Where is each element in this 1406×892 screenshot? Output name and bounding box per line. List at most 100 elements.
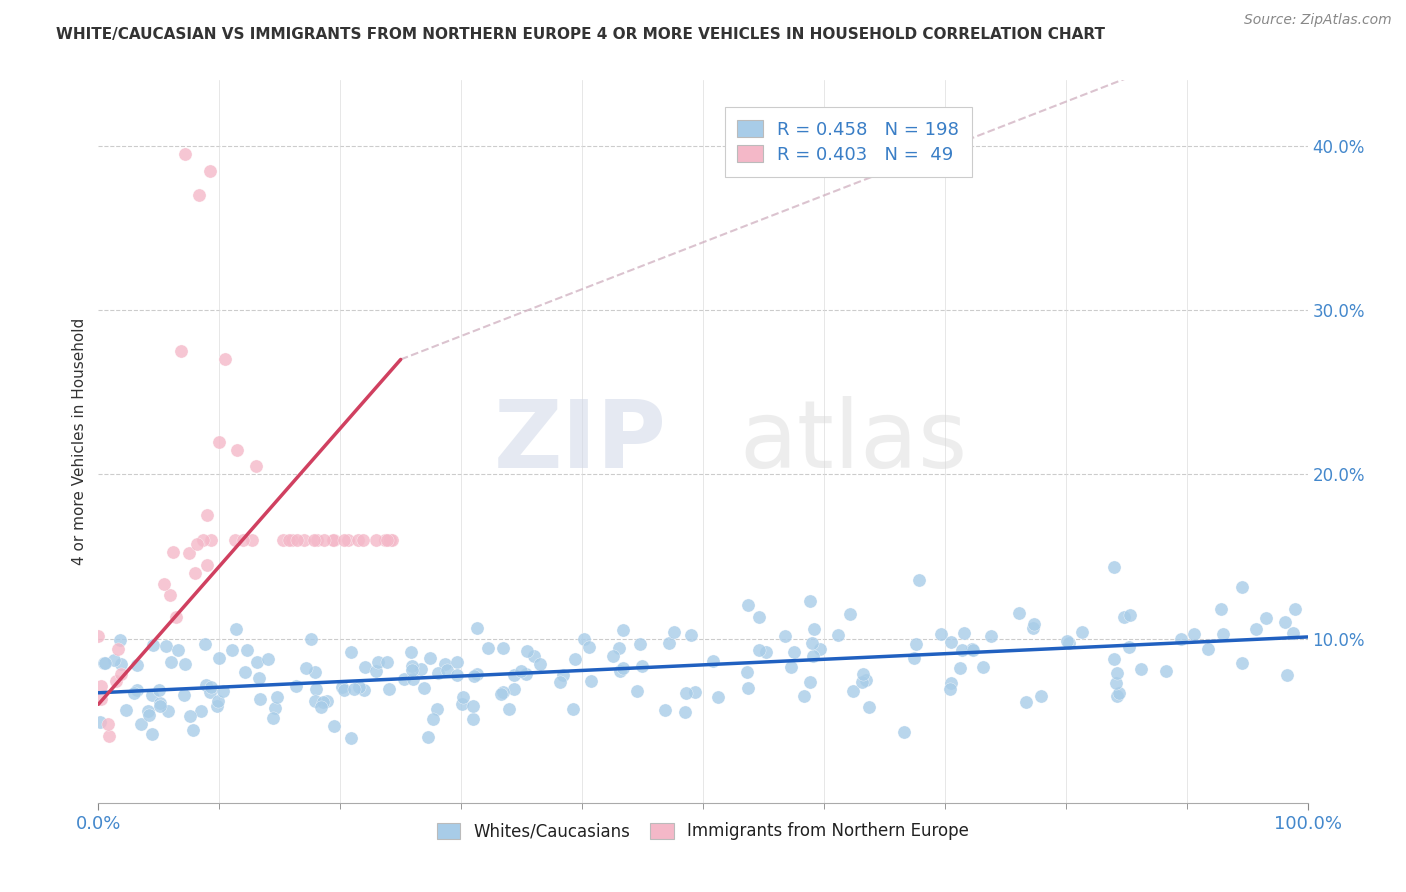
Point	[1246, 622, 1268, 636]
Point	[799, 594, 821, 608]
Y-axis label: 4 or more Vehicles in Household: 4 or more Vehicles in Household	[72, 318, 87, 566]
Point	[187, 188, 209, 202]
Point	[491, 685, 513, 699]
Point	[1105, 676, 1128, 690]
Point	[851, 675, 873, 690]
Point	[138, 708, 160, 723]
Point	[110, 657, 132, 671]
Point	[980, 629, 1002, 643]
Point	[240, 533, 263, 547]
Point	[962, 643, 984, 657]
Point	[107, 642, 129, 657]
Point	[893, 725, 915, 739]
Point	[436, 663, 458, 677]
Point	[314, 533, 336, 547]
Point	[295, 661, 318, 675]
Point	[207, 694, 229, 708]
Point	[181, 723, 204, 737]
Point	[114, 703, 136, 717]
Point	[1102, 560, 1125, 574]
Point	[838, 607, 860, 622]
Point	[950, 643, 973, 657]
Point	[352, 533, 374, 547]
Point	[148, 683, 170, 698]
Point	[529, 657, 551, 672]
Point	[195, 508, 218, 523]
Point	[262, 711, 284, 725]
Point	[316, 694, 339, 708]
Point	[1284, 602, 1306, 616]
Point	[418, 731, 440, 745]
Point	[607, 640, 630, 655]
Point	[1282, 625, 1305, 640]
Point	[167, 643, 190, 657]
Point	[207, 651, 229, 665]
Point	[194, 678, 217, 692]
Point	[285, 533, 308, 547]
Point	[125, 658, 148, 673]
Point	[127, 682, 149, 697]
Point	[658, 636, 681, 650]
Point	[707, 690, 730, 704]
Point	[367, 655, 389, 669]
Point	[221, 642, 243, 657]
Point	[793, 689, 815, 703]
Point	[225, 622, 247, 636]
Point	[333, 682, 356, 697]
Point	[465, 666, 488, 681]
Point	[1230, 656, 1253, 670]
Text: WHITE/CAUCASIAN VS IMMIGRANTS FROM NORTHERN EUROPE 4 OR MORE VEHICLES IN HOUSEHO: WHITE/CAUCASIAN VS IMMIGRANTS FROM NORTH…	[56, 27, 1105, 42]
Point	[374, 533, 396, 547]
Point	[572, 632, 595, 646]
Point	[783, 645, 806, 659]
Point	[364, 665, 387, 679]
Point	[446, 655, 468, 669]
Point	[602, 649, 624, 664]
Point	[612, 623, 634, 637]
Point	[515, 667, 537, 681]
Point	[446, 667, 468, 681]
Point	[195, 558, 218, 573]
Point	[346, 533, 368, 547]
Point	[263, 700, 285, 714]
Point	[232, 533, 254, 547]
Point	[392, 672, 415, 686]
Point	[548, 675, 571, 690]
Point	[801, 648, 824, 663]
Point	[929, 627, 952, 641]
Point	[463, 712, 485, 726]
Point	[309, 699, 332, 714]
Point	[98, 730, 121, 744]
Point	[200, 533, 222, 547]
Point	[852, 666, 875, 681]
Point	[1105, 689, 1128, 703]
Point	[249, 691, 271, 706]
Point	[194, 637, 217, 651]
Point	[162, 545, 184, 559]
Point	[105, 673, 128, 688]
Point	[333, 533, 356, 547]
Point	[212, 684, 235, 698]
Point	[160, 655, 183, 669]
Point	[110, 667, 132, 681]
Point	[402, 672, 425, 686]
Point	[451, 690, 474, 704]
Point	[422, 712, 444, 726]
Point	[142, 638, 165, 652]
Point	[173, 657, 195, 672]
Point	[477, 641, 499, 656]
Point	[1184, 627, 1206, 641]
Point	[1130, 662, 1153, 676]
Point	[800, 636, 823, 650]
Point	[399, 645, 422, 659]
Point	[214, 352, 236, 367]
Point	[277, 533, 299, 547]
Point	[1212, 627, 1234, 641]
Point	[340, 731, 363, 746]
Point	[302, 533, 325, 547]
Point	[1209, 602, 1232, 616]
Point	[245, 655, 267, 669]
Point	[1056, 634, 1078, 648]
Point	[131, 716, 153, 731]
Point	[200, 680, 222, 694]
